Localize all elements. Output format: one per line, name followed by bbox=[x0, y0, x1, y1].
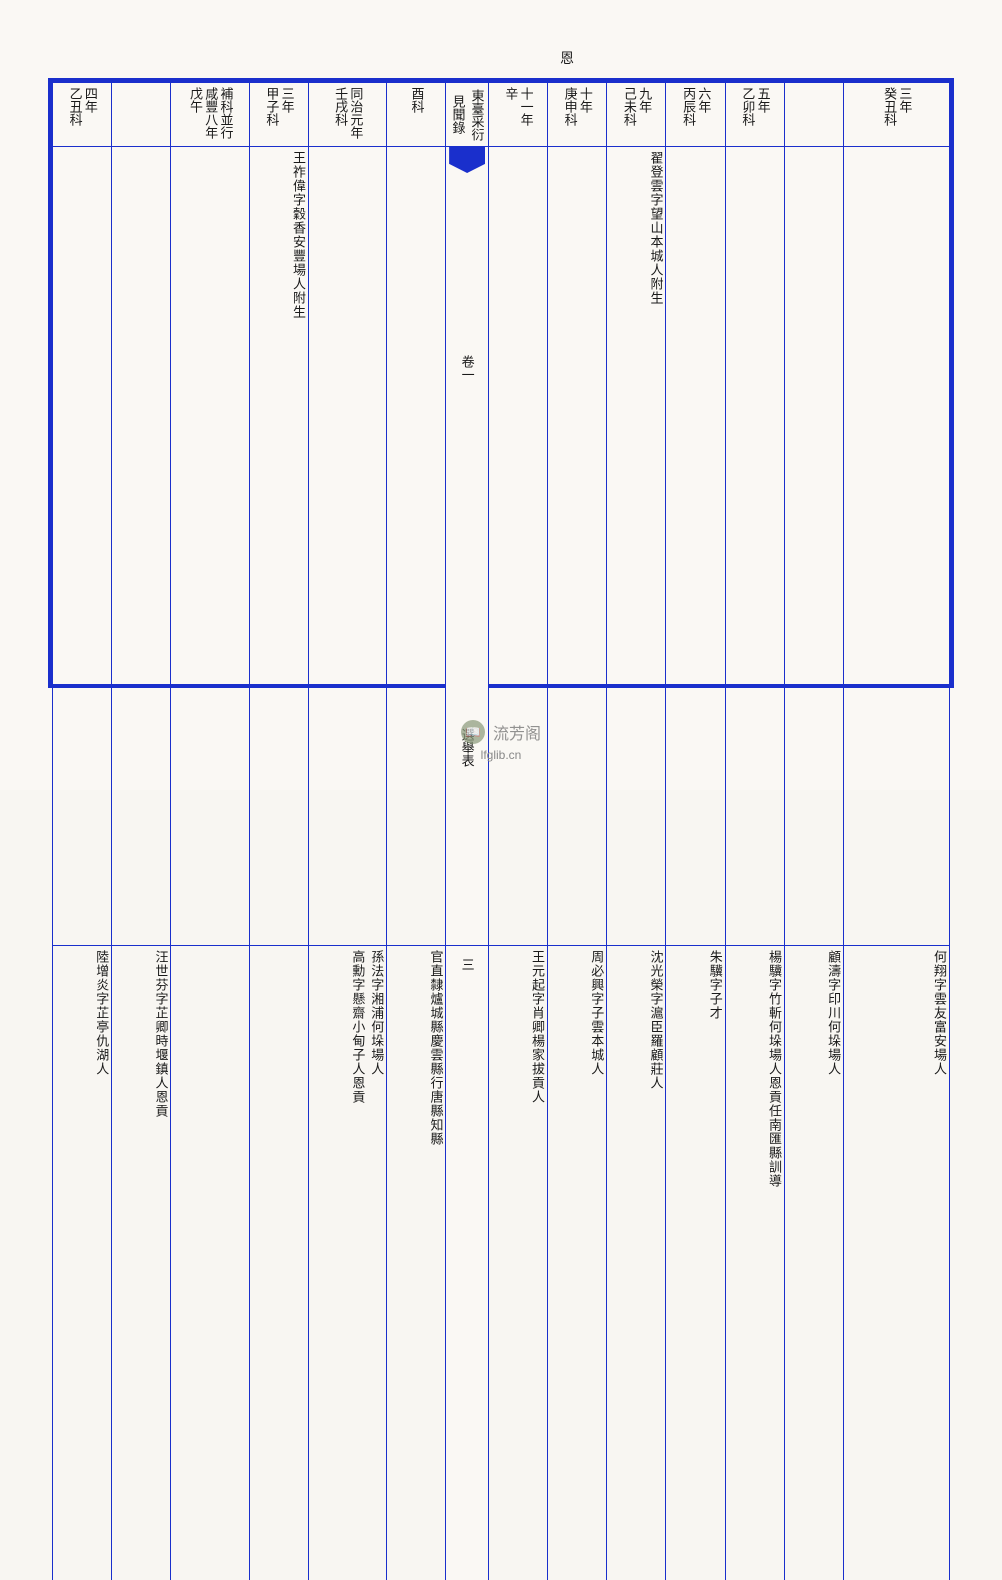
header-cell bbox=[784, 83, 843, 147]
bottom-cell: 沈光榮字滬臣羅顧莊人 bbox=[607, 946, 666, 1580]
page-container: 恩 四年乙丑科 補科並行咸豐八年戊午 三年甲子科 同治元年壬戌科 酉科 東臺采衍… bbox=[0, 0, 1002, 790]
header-cell: 四年乙丑科 bbox=[53, 83, 112, 147]
bottom-cell: 顧濤字印川何垛場人 bbox=[784, 946, 843, 1580]
middle-cell bbox=[308, 147, 386, 946]
bottom-cell: 孫法字湘浦何垛場人高勳字懸齋小甸子人恩貢 bbox=[308, 946, 386, 1580]
document-frame: 四年乙丑科 補科並行咸豐八年戊午 三年甲子科 同治元年壬戌科 酉科 東臺采衍見聞… bbox=[48, 78, 954, 688]
middle-cell bbox=[53, 147, 112, 946]
bottom-cell: 王元起字肖卿楊家拔貢人 bbox=[488, 946, 547, 1580]
bottom-cell: 楊驥字竹斬何垛場人恩貢任南匯縣訓導 bbox=[725, 946, 784, 1580]
book-icon: 📖 bbox=[461, 720, 485, 744]
middle-cell bbox=[844, 147, 950, 946]
bottom-cell: 朱驥字子才 bbox=[666, 946, 725, 1580]
bottom-row: 陸增炎字芷亭仇湖人 汪世芬字芷卿時堰鎮人恩貢 孫法字湘浦何垛場人高勳字懸齋小甸子… bbox=[53, 946, 950, 1580]
bottom-cell: 陸增炎字芷亭仇湖人 bbox=[53, 946, 112, 1580]
content-grid: 四年乙丑科 補科並行咸豐八年戊午 三年甲子科 同治元年壬戌科 酉科 東臺采衍見聞… bbox=[52, 82, 950, 1580]
middle-cell: 王祚偉字穀香安豐場人附生 bbox=[249, 147, 308, 946]
bottom-cell: 官直隸爐城縣慶雲縣行唐縣知縣 bbox=[387, 946, 446, 1580]
header-cell: 三年癸丑科 bbox=[844, 83, 950, 147]
header-cell: 酉科 bbox=[387, 83, 446, 147]
header-cell: 三年甲子科 bbox=[249, 83, 308, 147]
top-label: 恩 bbox=[560, 48, 574, 68]
middle-cell: 翟登雲字望山本城人附生 bbox=[607, 147, 666, 946]
middle-cell bbox=[387, 147, 446, 946]
header-row: 四年乙丑科 補科並行咸豐八年戊午 三年甲子科 同治元年壬戌科 酉科 東臺采衍見聞… bbox=[53, 83, 950, 147]
middle-cell bbox=[725, 147, 784, 946]
watermark: 📖 流芳阁 bbox=[461, 720, 541, 744]
watermark-name: 流芳阁 bbox=[493, 720, 541, 744]
header-cell: 六年丙辰科 bbox=[666, 83, 725, 147]
middle-cell bbox=[666, 147, 725, 946]
header-cell: 十一年辛 bbox=[488, 83, 547, 147]
middle-cell bbox=[784, 147, 843, 946]
header-cell: 五年乙卯科 bbox=[725, 83, 784, 147]
middle-row: 王祚偉字穀香安豐場人附生 卷一 選舉表 翟登雲字望山本城人附生 bbox=[53, 147, 950, 946]
middle-cell bbox=[548, 147, 607, 946]
header-cell: 九年己未科 bbox=[607, 83, 666, 147]
header-cell: 十年庚申科 bbox=[548, 83, 607, 147]
watermark-url: lfglib.cn bbox=[481, 748, 522, 762]
spine-bottom: 三 bbox=[446, 946, 488, 1580]
bottom-cell: 周必興字子雲本城人 bbox=[548, 946, 607, 1580]
middle-cell bbox=[171, 147, 249, 946]
bottom-cell bbox=[171, 946, 249, 1580]
bottom-cell: 汪世芬字芷卿時堰鎮人恩貢 bbox=[112, 946, 171, 1580]
header-cell: 補科並行咸豐八年戊午 bbox=[171, 83, 249, 147]
spine-middle: 卷一 選舉表 bbox=[446, 147, 488, 946]
middle-cell bbox=[112, 147, 171, 946]
bottom-cell bbox=[249, 946, 308, 1580]
header-cell bbox=[112, 83, 171, 147]
bottom-cell: 何翔字雲友富安場人 bbox=[844, 946, 950, 1580]
middle-cell bbox=[488, 147, 547, 946]
header-cell: 同治元年壬戌科 bbox=[308, 83, 386, 147]
spine-header: 東臺采衍見聞錄 bbox=[446, 83, 488, 147]
